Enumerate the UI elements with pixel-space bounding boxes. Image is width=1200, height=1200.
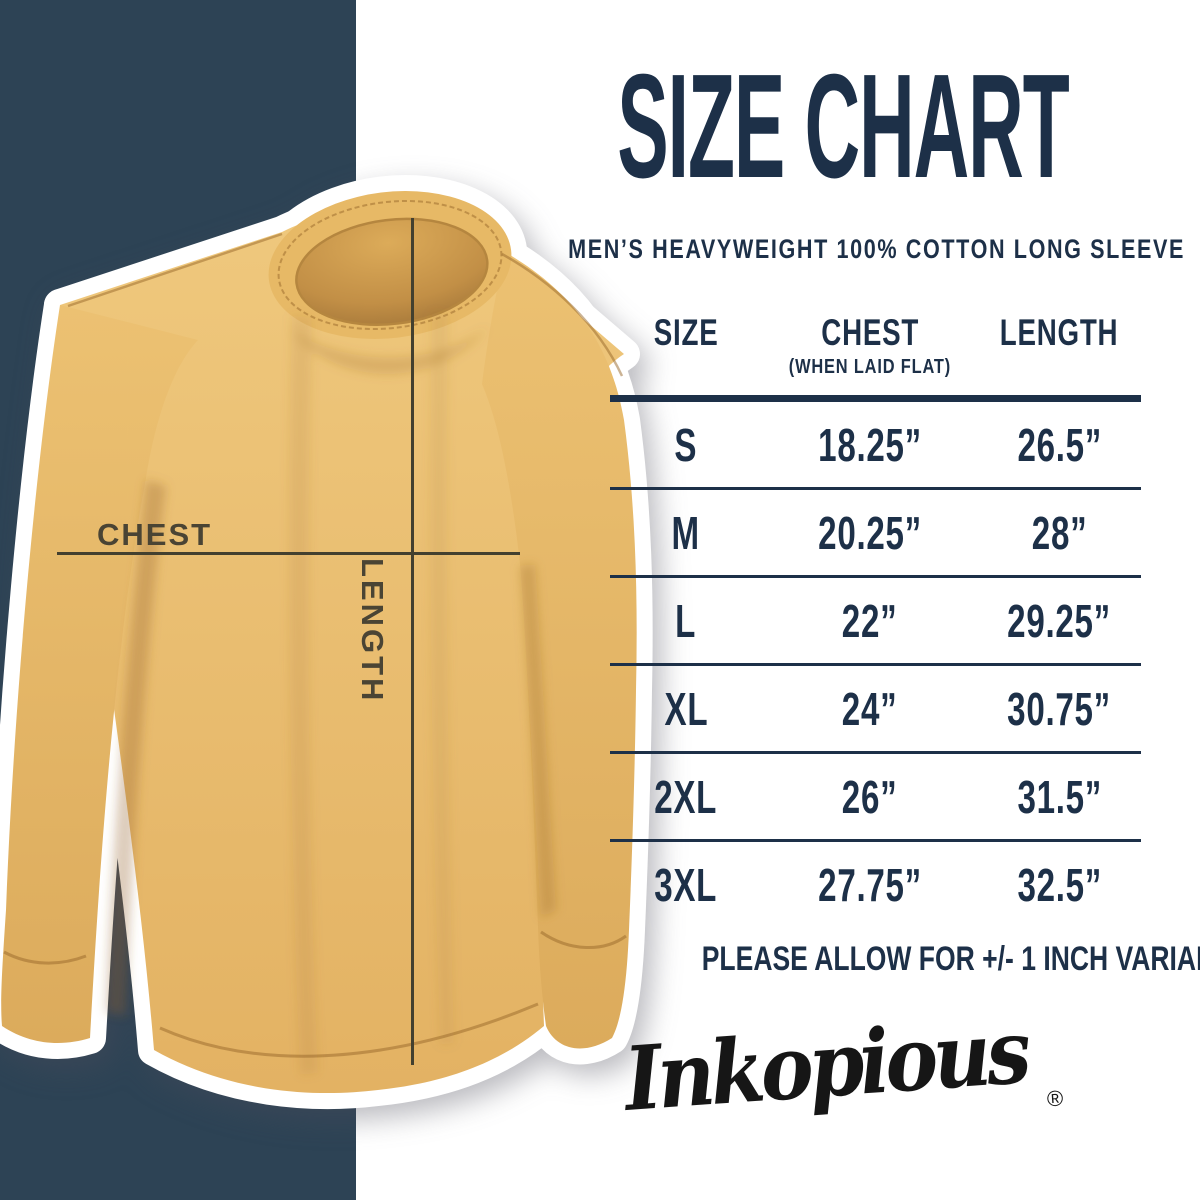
cell-size: S [674,418,698,471]
shirt-fold-shading [106,312,556,1075]
cell-length: 28” [1031,506,1088,559]
cell-length: 29.25” [1007,594,1112,647]
cell-size: 3XL [654,858,718,911]
page-subtitle: MEN’S HEAVYWEIGHT 100% COTTON LONG SLEEV… [491,234,1191,265]
cell-size: XL [664,682,708,735]
table-row-2xl: 2XL 26” 31.5” [610,754,1141,842]
table-row-xl: XL 24” 30.75” [610,666,1141,754]
size-table: SIZE CHEST (WHEN LAID FLAT) LENGTH S 18.… [610,312,1141,927]
cell-length: 31.5” [1017,770,1102,823]
table-row-3xl: 3XL 27.75” 32.5” [610,842,1141,927]
cell-chest: 20.25” [818,506,922,559]
registered-trademark-icon: ® [1046,1085,1065,1112]
variance-note: PLEASE ALLOW FOR +/- 1 INCH VARIANCE IN … [701,940,1200,978]
shirt-body [60,210,624,1094]
length-measure-label: LENGTH [355,558,390,704]
size-table-header: SIZE CHEST (WHEN LAID FLAT) LENGTH [610,312,1141,402]
cell-length: 32.5” [1017,858,1102,911]
cell-size: L [675,594,697,647]
shirt-left-sleeve [1,305,198,1043]
page-title-text: SIZE CHART [617,44,1069,209]
page-subtitle-text: MEN’S HEAVYWEIGHT 100% COTTON LONG SLEEV… [568,234,1185,264]
brand-logo: Inkopious ® [618,999,1065,1131]
chest-measure-line [57,552,520,555]
column-header-chest: CHEST (WHEN LAID FLAT) [788,312,952,378]
shirt-image [0,175,653,1110]
cell-chest: 27.75” [818,858,922,911]
length-measure-line [411,218,414,1065]
shirt-seams [3,232,627,1058]
cell-length: 30.75” [1007,682,1112,735]
cell-chest: 24” [842,682,898,735]
table-row-m: M 20.25” 28” [610,490,1141,578]
column-header-length: LENGTH [1000,312,1119,353]
cell-length: 26.5” [1017,418,1102,471]
table-row-s: S 18.25” 26.5” [610,402,1141,490]
shirt-collar [268,191,512,339]
chest-note: (WHEN LAID FLAT) [788,356,952,378]
cell-size: M [671,506,701,559]
table-row-l: L 22” 29.25” [610,578,1141,666]
page-title: SIZE CHART [540,52,1146,202]
cell-size: 2XL [654,770,718,823]
cell-chest: 18.25” [818,418,922,471]
cell-chest: 26” [842,770,898,823]
shirt-right-sleeve [482,252,637,1049]
brand-logo-text: Inkopious [621,999,1031,1131]
cell-chest: 22” [842,594,898,647]
column-header-size: SIZE [653,312,719,353]
chest-measure-label: CHEST [97,517,213,552]
